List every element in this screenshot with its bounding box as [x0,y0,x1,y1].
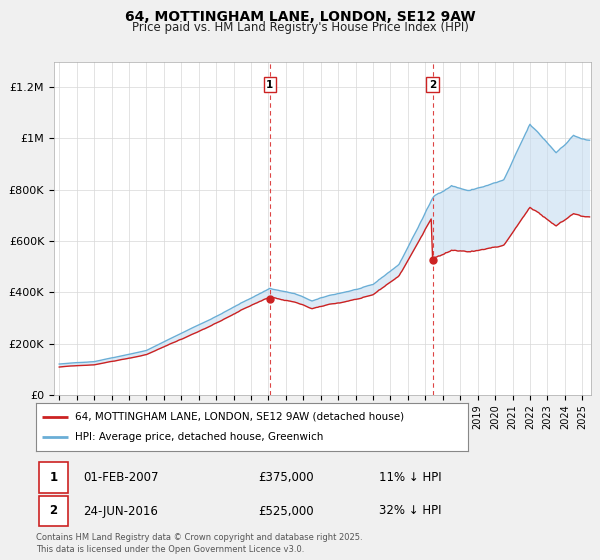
Text: 64, MOTTINGHAM LANE, LONDON, SE12 9AW: 64, MOTTINGHAM LANE, LONDON, SE12 9AW [125,10,475,24]
Text: 11% ↓ HPI: 11% ↓ HPI [379,471,442,484]
Text: 64, MOTTINGHAM LANE, LONDON, SE12 9AW (detached house): 64, MOTTINGHAM LANE, LONDON, SE12 9AW (d… [75,412,404,422]
Text: 24-JUN-2016: 24-JUN-2016 [83,505,158,517]
Text: 1: 1 [266,80,274,90]
Text: 2: 2 [49,505,58,517]
Text: Price paid vs. HM Land Registry's House Price Index (HPI): Price paid vs. HM Land Registry's House … [131,21,469,34]
FancyBboxPatch shape [38,462,68,493]
Text: £525,000: £525,000 [258,505,313,517]
Text: HPI: Average price, detached house, Greenwich: HPI: Average price, detached house, Gree… [75,432,323,442]
Text: 01-FEB-2007: 01-FEB-2007 [83,471,159,484]
Text: 2: 2 [429,80,436,90]
FancyBboxPatch shape [38,496,68,526]
Text: Contains HM Land Registry data © Crown copyright and database right 2025.
This d: Contains HM Land Registry data © Crown c… [36,533,362,554]
Text: £375,000: £375,000 [258,471,313,484]
Text: 1: 1 [49,471,58,484]
Text: 32% ↓ HPI: 32% ↓ HPI [379,505,442,517]
